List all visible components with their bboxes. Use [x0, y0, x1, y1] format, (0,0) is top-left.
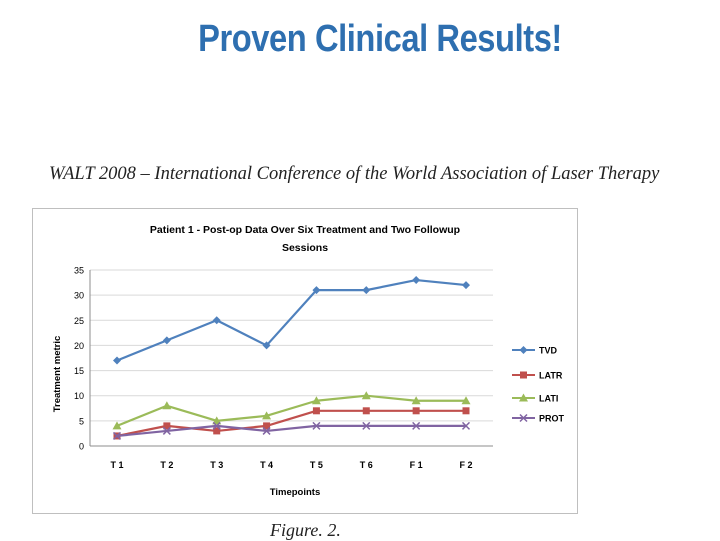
- slide-title: Proven Clinical Results!: [198, 18, 562, 60]
- chart-frame: Patient 1 - Post-op Data Over Six Treatm…: [32, 208, 578, 514]
- legend-marker-tvd: [519, 346, 528, 354]
- data-point-tvd: [462, 281, 470, 290]
- data-point-prot: [112, 431, 122, 440]
- data-point-latr: [263, 422, 271, 430]
- data-point-lati: [112, 421, 122, 430]
- data-point-tvd: [262, 341, 271, 350]
- data-point-tvd: [312, 286, 321, 295]
- chart-title-line1: Patient 1 - Post-op Data Over Six Treatm…: [150, 224, 460, 236]
- series-line-lati: [116, 394, 466, 427]
- x-tick-label: T 2: [160, 460, 173, 470]
- data-point-lati: [311, 396, 321, 405]
- x-marker-stroke: [412, 421, 421, 430]
- y-tick-label: 35: [74, 266, 84, 276]
- legend-label-prot: PROT: [539, 414, 565, 424]
- x-tick-label: T 1: [110, 460, 123, 470]
- axis-layer: 0 5 10 15 20 25 30 35 T 1 T 2 T 3 T 4 T 5 T 6 F 1 F 2: [74, 266, 493, 470]
- y-tick-label: 10: [74, 391, 84, 401]
- data-point-prot: [312, 421, 321, 430]
- data-point-tvd: [113, 356, 121, 365]
- x-tick-label: T 5: [310, 460, 323, 470]
- y-tick-label: 5: [79, 416, 84, 426]
- legend-label-latr: LATR: [539, 371, 563, 381]
- data-point-latr: [462, 407, 470, 415]
- series-line-latr: [116, 409, 466, 438]
- data-point-prot: [461, 421, 471, 430]
- data-point-latr: [213, 427, 221, 435]
- data-point-prot: [412, 421, 421, 430]
- data-point-prot: [362, 421, 371, 430]
- data-point-lati: [411, 396, 421, 405]
- legend-marker-prot: [519, 413, 528, 423]
- x-tick-label: F 2: [459, 460, 472, 470]
- grid-layer: [90, 269, 493, 422]
- y-axis-label: Treatment metric: [52, 336, 63, 413]
- x-marker-stroke: [112, 431, 122, 440]
- data-point-prot: [162, 426, 171, 435]
- series-layer: [112, 276, 471, 440]
- legend-marker-latr: [520, 371, 527, 379]
- legend: TVD LATR LATI PROT: [512, 346, 565, 424]
- legend-marker-lati: [519, 393, 528, 402]
- y-tick-label: 0: [79, 442, 84, 452]
- x-marker-stroke: [312, 421, 321, 430]
- data-point-tvd: [412, 276, 421, 285]
- x-marker-stroke: [461, 421, 471, 430]
- x-tick-label: T 4: [260, 460, 273, 470]
- x-marker-stroke: [162, 426, 171, 435]
- data-point-prot: [212, 421, 221, 430]
- legend-label-lati: LATI: [539, 394, 558, 404]
- data-point-lati: [361, 391, 371, 400]
- series-line-prot: [116, 424, 466, 438]
- y-tick-label: 25: [74, 316, 84, 326]
- data-point-lati: [212, 416, 222, 425]
- y-tick-label: 20: [74, 341, 84, 351]
- conference-subtitle: WALT 2008 – International Conference of …: [49, 164, 660, 184]
- x-marker-stroke: [262, 426, 271, 435]
- x-marker-stroke: [519, 413, 528, 423]
- figure-caption: Figure. 2.: [270, 520, 341, 540]
- y-tick-label: 15: [74, 366, 84, 376]
- x-tick-label: T 3: [210, 460, 223, 470]
- data-point-lati: [461, 396, 471, 405]
- data-point-latr: [412, 407, 420, 415]
- line-chart: Patient 1 - Post-op Data Over Six Treatm…: [52, 224, 565, 498]
- x-marker-stroke: [362, 421, 371, 430]
- data-point-lati: [162, 401, 172, 410]
- chart-title-line2: Sessions: [282, 242, 328, 254]
- data-point-prot: [262, 426, 271, 435]
- data-point-lati: [262, 411, 272, 420]
- series-line-tvd: [116, 278, 467, 362]
- data-point-tvd: [362, 286, 371, 295]
- x-tick-label: T 6: [360, 460, 373, 470]
- legend-label-tvd: TVD: [539, 346, 558, 356]
- x-axis-label: Timepoints: [270, 487, 321, 498]
- y-tick-label: 30: [74, 291, 84, 301]
- data-point-latr: [163, 422, 171, 430]
- data-point-tvd: [212, 316, 221, 325]
- x-marker-stroke: [212, 421, 221, 430]
- x-tick-label: F 1: [410, 460, 423, 470]
- data-point-tvd: [162, 336, 171, 345]
- data-point-latr: [362, 407, 370, 415]
- data-point-latr: [312, 407, 320, 415]
